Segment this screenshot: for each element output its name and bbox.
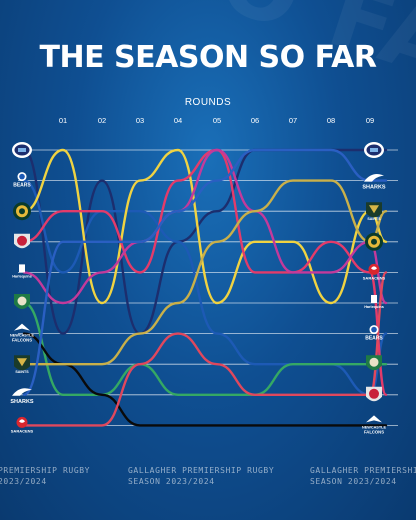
end-badges: SHARKS SAINTS SARACENS Harlequins BEARS NEWCA… xyxy=(362,142,387,434)
badge-sale-sharks: SHARKS xyxy=(362,174,386,191)
series-saracens xyxy=(22,271,388,427)
badge-harlequins: Harlequins xyxy=(12,264,32,278)
series-lines xyxy=(22,148,388,427)
badge-sale-sharks: SHARKS xyxy=(10,388,34,405)
footer-right: GALLAGHER PREMIERSHIP SEASON 2023/2024 xyxy=(310,466,416,486)
series-harlequins xyxy=(22,148,388,305)
series-sale-sharks xyxy=(22,148,388,396)
badge-bristol-bears: BEARS xyxy=(13,172,31,189)
x-tick-01: 01 xyxy=(59,116,67,125)
x-tick-09: 09 xyxy=(366,116,374,125)
svg-text:FALCONS: FALCONS xyxy=(12,338,32,343)
x-tick-05: 05 xyxy=(213,116,221,125)
series-northampton-saints xyxy=(22,179,388,366)
svg-text:SARACENS: SARACENS xyxy=(363,275,386,280)
x-tick-03: 03 xyxy=(136,116,144,125)
badge-bath xyxy=(12,142,32,158)
badge-northampton-saints: SAINTS xyxy=(366,202,382,221)
x-tick-labels: 01 02 03 04 05 06 07 08 09 xyxy=(59,116,374,125)
svg-text:SARACENS: SARACENS xyxy=(11,428,34,433)
badge-exeter-chiefs xyxy=(13,202,31,221)
svg-text:SAINTS: SAINTS xyxy=(15,370,29,374)
svg-text:BEARS: BEARS xyxy=(13,183,31,189)
x-tick-08: 08 xyxy=(327,116,335,125)
svg-text:SHARKS: SHARKS xyxy=(362,185,386,191)
badge-harlequins: Harlequins xyxy=(364,295,384,309)
badge-leicester-tigers xyxy=(14,294,30,309)
badge-gloucester xyxy=(14,233,30,249)
footer-center: GALLAGHER PREMIERSHIP RUGBY SEASON 2023/… xyxy=(128,466,275,486)
svg-text:BEARS: BEARS xyxy=(365,336,383,342)
x-tick-04: 04 xyxy=(174,116,182,125)
badge-bristol-bears: BEARS xyxy=(365,325,383,342)
x-tick-07: 07 xyxy=(289,116,297,125)
svg-text:NEWCASTLE: NEWCASTLE xyxy=(362,425,387,429)
badge-leicester-tigers xyxy=(366,355,382,371)
x-axis-label: ROUNDS xyxy=(184,97,232,108)
series-exeter-chiefs xyxy=(22,148,388,305)
svg-text:Harlequins: Harlequins xyxy=(12,274,32,278)
x-tick-02: 02 xyxy=(98,116,106,125)
page-title: THE SEASON SO FAR xyxy=(39,40,377,75)
svg-text:FALCONS: FALCONS xyxy=(364,429,384,434)
badge-bath xyxy=(364,142,384,158)
series-newcastle-falcons xyxy=(22,332,388,427)
badge-northampton-saints: SAINTS xyxy=(14,355,30,374)
badge-saracens: SARACENS xyxy=(363,263,386,280)
footer-left: PREMIERSHIP RUGBY 2023/2024 xyxy=(0,466,91,486)
svg-text:SHARKS: SHARKS xyxy=(10,399,34,405)
series-bristol-bears xyxy=(22,179,388,396)
svg-text:Harlequins: Harlequins xyxy=(364,305,384,309)
badge-exeter-chiefs xyxy=(365,232,383,251)
series-leicester-tigers xyxy=(22,301,388,397)
badge-gloucester xyxy=(366,386,382,402)
badge-saracens: SARACENS xyxy=(11,416,34,433)
svg-text:NEWCASTLE: NEWCASTLE xyxy=(10,334,35,338)
x-tick-06: 06 xyxy=(251,116,259,125)
svg-text:SAINTS: SAINTS xyxy=(367,217,381,221)
